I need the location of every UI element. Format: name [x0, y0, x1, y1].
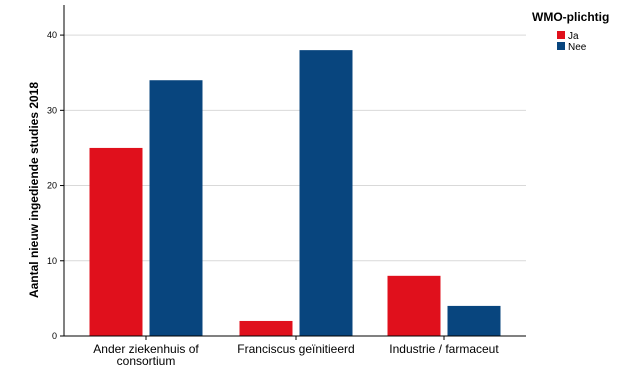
x-category-label: Ander ziekenhuis of — [93, 342, 199, 356]
bars — [89, 50, 501, 337]
bar-ja-1 — [239, 320, 293, 336]
bar-nee-0 — [149, 80, 203, 337]
x-category-label: Industrie / farmaceut — [389, 342, 499, 356]
bar-nee-2 — [447, 305, 501, 336]
bar-ja-2 — [387, 275, 441, 336]
y-tick-label: 30 — [47, 105, 57, 115]
legend-title: WMO-plichtig — [532, 10, 609, 24]
y-tick-label: 20 — [47, 181, 57, 191]
legend-label-ja: Ja — [568, 31, 579, 42]
y-tick-label: 0 — [52, 331, 57, 341]
x-category-label: Franciscus geïnitieerd — [237, 342, 354, 356]
y-tick-label: 40 — [47, 30, 57, 40]
x-category-label: consortium — [117, 354, 176, 366]
y-tick-label: 10 — [47, 256, 57, 266]
y-axis-title: Aantal nieuw ingediende studies 2018 — [27, 82, 41, 298]
bar-nee-1 — [299, 50, 353, 337]
legend-label-nee: Nee — [568, 42, 587, 53]
bar-ja-0 — [89, 147, 143, 336]
y-tick-labels: 0 10 20 30 40 — [47, 30, 64, 341]
legend-swatch-ja — [557, 31, 565, 39]
legend-swatch-nee — [557, 42, 565, 50]
axes — [63, 5, 526, 337]
